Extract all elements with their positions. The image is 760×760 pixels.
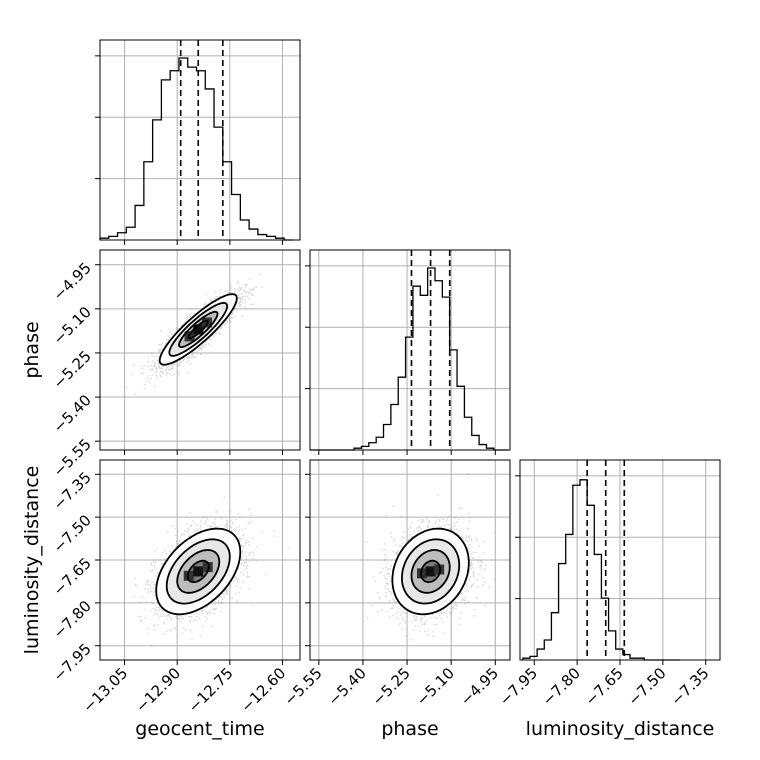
density-peak-cell [193, 324, 204, 335]
contour-line [400, 538, 461, 605]
y-tick-label: −7.50 [50, 511, 95, 556]
y-axis-label: phase [21, 321, 43, 378]
x-tick-label: −7.80 [539, 664, 584, 709]
contour-line [186, 559, 210, 583]
density-peak-cell [425, 566, 436, 577]
scatter-panel-phase-luminosity_distance [305, 459, 511, 665]
density-peak-cell [183, 570, 194, 581]
x-axis-label: geocent_time [135, 718, 264, 740]
x-tick-label: −12.75 [185, 664, 237, 716]
hist-panel-luminosity_distance [515, 459, 721, 665]
contour-line [178, 310, 219, 349]
x-axis-label: phase [381, 718, 438, 740]
histogram-geocent_time [99, 57, 293, 241]
contour-line [391, 527, 470, 616]
contour-line [168, 301, 229, 357]
scatter-panel-geocent_time-phase [95, 249, 301, 455]
contour-line [165, 538, 231, 605]
x-tick-label: −7.35 [667, 664, 712, 709]
axes-frame [309, 249, 511, 451]
x-tick-label: −5.40 [325, 664, 370, 709]
x-axis-label: luminosity_distance [526, 718, 715, 740]
x-tick-label: −7.50 [624, 664, 669, 709]
y-tick-label: −5.55 [50, 435, 95, 480]
density-peak-cell [434, 564, 445, 575]
y-axis-label: luminosity_distance [21, 466, 43, 655]
x-tick-label: −5.10 [413, 664, 458, 709]
x-tick-label: −12.90 [132, 664, 184, 716]
axes-frame [99, 249, 301, 451]
y-tick-label: −5.40 [50, 391, 95, 436]
contour-line [187, 319, 209, 340]
y-tick-label: −7.95 [50, 640, 95, 685]
histogram-luminosity_distance [522, 479, 680, 661]
x-tick-label: −7.95 [496, 664, 541, 709]
contour-line [420, 559, 441, 583]
histogram-phase [310, 267, 509, 451]
contour-line [158, 293, 238, 366]
hist-panel-geocent_time [95, 39, 301, 245]
hist-panel-phase [305, 249, 511, 455]
density-peak-cell [416, 568, 427, 579]
y-tick-label: −7.80 [50, 597, 95, 642]
x-tick-label: −5.55 [280, 664, 325, 709]
contour-line [176, 549, 221, 594]
density-peak-cell [202, 562, 213, 573]
x-tick-label: −5.25 [369, 664, 414, 709]
x-tick-label: −12.60 [237, 664, 289, 716]
y-tick-label: −4.95 [50, 259, 95, 304]
scatter-panel-geocent_time-luminosity_distance [95, 459, 301, 665]
y-tick-label: −7.65 [50, 554, 95, 599]
density-peak-cell [193, 566, 204, 577]
y-tick-label: −5.25 [50, 347, 95, 392]
x-tick-label: −13.05 [79, 664, 131, 716]
axes-frame [99, 39, 301, 241]
y-tick-label: −5.10 [50, 303, 95, 348]
x-tick-label: −4.95 [457, 664, 502, 709]
contour-line [410, 549, 451, 594]
x-tick-label: −7.65 [582, 664, 627, 709]
contour-line [155, 527, 242, 616]
